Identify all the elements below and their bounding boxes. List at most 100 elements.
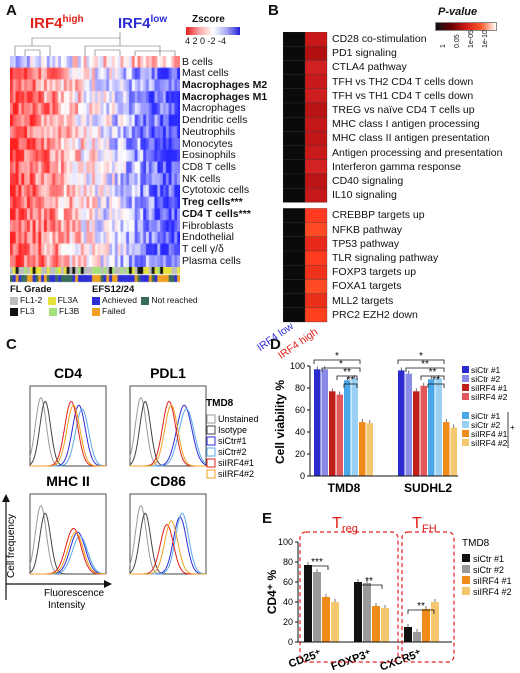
e-legend-label: siIRF4 #2 [473, 587, 512, 597]
heatmap-row-label: Endothelial [182, 231, 234, 244]
y-tick-label: 20 [283, 617, 293, 627]
efs-item: Achieved [92, 295, 137, 305]
pathway-cell-low [282, 31, 306, 47]
sig-bracket [427, 383, 445, 388]
bar [450, 427, 457, 476]
e-legend-label: siCtr #1 [473, 554, 504, 564]
pathway-cell-high [304, 265, 328, 280]
pathway-cell-high [304, 173, 328, 189]
bar [398, 370, 405, 476]
heatmap-row-label: Macrophages M2 [182, 78, 268, 91]
d-legend-swatch [462, 412, 469, 419]
bar [331, 602, 339, 642]
flow-legend-swatch [206, 458, 216, 468]
e-legend-swatch [462, 554, 470, 562]
pathway-cell-low [282, 188, 306, 203]
pathway-label: CD40 signaling [332, 175, 404, 187]
pathway-cell-high [304, 279, 328, 294]
pathway-label: MHC class I antigen processing [332, 118, 480, 131]
zscore-title: Zscore [192, 14, 225, 25]
y-tick-label: 40 [283, 597, 293, 607]
e-ylabel: CD4⁺ % [265, 569, 279, 614]
pathway-cell-low [282, 74, 306, 89]
bar [322, 597, 330, 642]
panel-b-label: B [268, 2, 279, 19]
flow-curve [29, 512, 106, 575]
flow-curve [130, 520, 206, 575]
pathway-cell-high [304, 236, 328, 252]
sig-bracket [336, 375, 358, 380]
pvalue-title: P-value [438, 6, 478, 18]
flow-curve [130, 524, 206, 575]
pathway-label: TFH vs TH1 CD4 T cells down [332, 89, 474, 102]
sig-bracket [407, 609, 435, 614]
heatmap-row-label: CD8 T cells [182, 161, 236, 173]
pathway-label: FOXA1 targets [332, 280, 402, 293]
heatmap-row-label: Mast cells [182, 67, 229, 80]
flow-legend-label: siCtr#1 [218, 436, 247, 446]
d-ylabel: Cell viability % [273, 380, 287, 464]
zscore-colorbar [186, 27, 240, 35]
d-legend-swatch [462, 384, 469, 391]
bar [314, 369, 321, 476]
flow-legend-label: siIRF4#1 [218, 458, 254, 468]
e-legend-swatch [462, 587, 470, 595]
flow-x-arrowhead [104, 580, 112, 588]
d-legend-swatch [462, 421, 469, 428]
d-legend-swatch [462, 439, 469, 446]
fl-item: FL3 [10, 306, 35, 316]
flow-title: MHC II [46, 473, 90, 489]
bar [422, 609, 430, 642]
flow-legend-swatch [206, 414, 216, 424]
y-tick-label: 20 [295, 449, 305, 459]
flow-curve [30, 531, 106, 575]
group-low-label: IRF4low [118, 14, 167, 32]
pathway-cell-low [282, 307, 306, 323]
y-tick-label: 60 [295, 405, 305, 415]
pathway-label: TP53 pathway [332, 237, 400, 250]
e-legend-title: TMD8 [462, 538, 490, 549]
y-tick-label: 100 [278, 537, 293, 547]
d-legend-swatch [462, 366, 469, 373]
treg-sub: reg [342, 523, 358, 535]
pathway-label: PRC2 EZH2 down [332, 308, 418, 321]
sig-star: ** [365, 576, 373, 587]
sig-star: ** [343, 367, 351, 378]
treg-box [299, 531, 399, 663]
fl-grade-title: FL Grade [10, 284, 52, 295]
heatmap-row-label: Plasma cells [182, 254, 241, 267]
pathway-cell-high [304, 74, 328, 89]
pathway-cell-low [282, 173, 306, 189]
pathway-label: CD28 co-stimulation [332, 33, 427, 45]
bar [359, 422, 366, 476]
d-legend-label: siCtr #1 [471, 365, 501, 375]
flow-legend-label: Unstained [218, 414, 259, 424]
pathway-label: TFH vs TH2 CD4 T cells down [332, 75, 474, 88]
pathway-cell-high [304, 250, 328, 266]
bar [435, 378, 442, 476]
flow-legend-label: siIRF4#2 [218, 469, 254, 479]
bar [313, 572, 321, 642]
panel-c-label: C [6, 336, 17, 353]
e-legend-swatch [462, 576, 470, 584]
y-tick-label: 40 [295, 427, 305, 437]
flow-legend-swatch [206, 436, 216, 446]
sig-bracket [420, 375, 445, 380]
group-high-text: IRF4 [30, 15, 63, 32]
pathway-cell-low [282, 117, 306, 132]
sig-star: * [335, 351, 339, 362]
d-legend-label: siIRF4 #2 [471, 392, 508, 402]
bar [321, 369, 328, 476]
d-legend-label: siIRF4 #2 [471, 438, 508, 448]
panel-a-label: A [6, 2, 17, 19]
x-category-label: SUDHL2 [404, 481, 452, 495]
efs-item: Failed [92, 306, 125, 316]
y-tick-label: 80 [283, 557, 293, 567]
efs-item: Not reached [141, 295, 198, 305]
pathway-cell-low [282, 88, 306, 104]
flow-title: PDL1 [150, 365, 186, 381]
heatmap-row-labels: B cells Mast cells Macrophages M2 Macrophag… [182, 56, 272, 267]
pathway-label: FOXP3 targets up [332, 266, 417, 279]
flow-xlabel: Fluorescence [44, 588, 104, 599]
